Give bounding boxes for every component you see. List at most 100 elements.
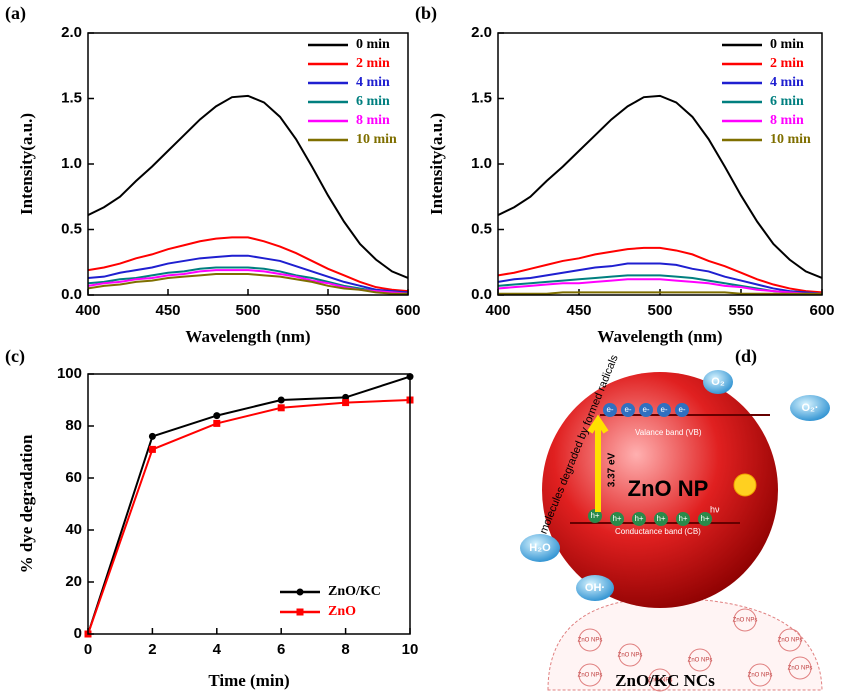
electron: e-	[606, 405, 613, 414]
np-label: ZnO NPs	[578, 638, 603, 644]
series-line	[88, 266, 408, 295]
y-tick-label: 40	[65, 521, 82, 538]
series-line	[88, 273, 408, 295]
legend-label: 10 min	[356, 132, 397, 147]
diagram: (d) ZnO NPs ZnO NPs ZnO NPs ZnO NPs ZnO …	[520, 346, 830, 692]
series-line	[88, 254, 408, 294]
x-tick-label: 10	[402, 641, 419, 658]
x-tick-label: 0	[84, 641, 92, 658]
series-line	[88, 399, 410, 634]
y-axis-label: Intensity(a.u.)	[427, 113, 446, 215]
electron: e-	[624, 405, 631, 414]
np-label: ZnO NPs	[578, 673, 603, 679]
x-tick-label: 4	[213, 641, 222, 658]
legend-label: 6 min	[770, 94, 804, 109]
np-circles: ZnO NPs ZnO NPs ZnO NPs ZnO NPs ZnO NPs …	[578, 608, 813, 692]
np-label: ZnO NPs	[618, 653, 643, 659]
legend-label: ZnO	[328, 604, 356, 619]
electron: e-	[660, 405, 667, 414]
valence-band: Valance band (VB)	[635, 428, 702, 437]
point	[277, 404, 285, 412]
conduction-band: Conductance band (CB)	[615, 527, 701, 536]
hole: h+	[590, 511, 599, 520]
np-label: ZnO NPs	[778, 638, 803, 644]
hole: h+	[700, 514, 709, 523]
x-tick-label: 500	[647, 302, 672, 319]
y-tick-label: 100	[57, 365, 82, 382]
series-line	[498, 262, 822, 295]
x-tick-label: 400	[75, 302, 100, 319]
electrons: e- e- e- e- e-	[603, 403, 689, 417]
np-label: ZnO NPs	[733, 618, 758, 624]
legend-label: 2 min	[356, 56, 390, 71]
point	[148, 432, 156, 440]
particle-label: ZnO NP	[628, 476, 709, 501]
x-tick-label: 8	[341, 641, 349, 658]
y-axis-label: % dye degradation	[17, 434, 36, 573]
y-tick-label: 20	[65, 573, 82, 590]
y-tick-label: 2.0	[471, 24, 492, 41]
x-tick-label: 450	[155, 302, 180, 319]
o2: O₂	[711, 376, 725, 388]
plot-frame	[87, 32, 409, 296]
plot-frame	[497, 32, 823, 296]
x-tick-label: 6	[277, 641, 285, 658]
band-gap: 3.37 eV	[607, 452, 618, 487]
oh-bubble	[576, 575, 614, 601]
electron: e-	[678, 405, 685, 414]
y-tick-label: 1.0	[61, 155, 82, 172]
legend-label: 0 min	[770, 37, 804, 52]
legend-marker	[296, 608, 304, 616]
x-tick-label: 550	[315, 302, 340, 319]
x-axis-label: Wavelength (nm)	[597, 327, 722, 346]
y-tick-label: 80	[65, 417, 82, 434]
holes: h+ h+ h+ h+ h+ h+	[588, 509, 712, 526]
y-axis-label: Intensity(a.u.)	[17, 113, 36, 215]
electron: e-	[642, 405, 649, 414]
legend-label: 0 min	[356, 37, 390, 52]
legend-label: 10 min	[770, 132, 811, 147]
hole: h+	[678, 514, 687, 523]
point	[148, 445, 156, 453]
x-tick-label: 2	[148, 641, 156, 658]
h2o: H₂O	[529, 542, 551, 554]
h2o-bubble	[520, 534, 560, 562]
hole: h+	[612, 514, 621, 523]
y-tick-label: 1.0	[471, 155, 492, 172]
series-line	[88, 94, 408, 279]
x-tick-label: 450	[566, 302, 591, 319]
x-tick-label: 600	[809, 302, 834, 319]
x-axis-label: Wavelength (nm)	[185, 327, 310, 346]
point	[342, 399, 350, 407]
series-line	[88, 375, 410, 634]
legend-label: 8 min	[356, 113, 390, 128]
y-tick-label: 0.0	[61, 286, 82, 303]
hole: h+	[656, 514, 665, 523]
legend-label: 8 min	[770, 113, 804, 128]
legend-label: 4 min	[356, 75, 390, 90]
np-label: ZnO NPs	[648, 678, 673, 684]
composite-dome	[547, 597, 823, 691]
legend-label: ZnO/KC	[328, 584, 381, 599]
sun	[733, 473, 757, 497]
o2-radical-bubble	[790, 395, 830, 421]
y-tick-label: 2.0	[61, 24, 82, 41]
gap-arrow	[587, 414, 609, 512]
np-label: ZnO NPs	[788, 666, 813, 672]
o2-radical: O₂·	[801, 402, 818, 414]
y-tick-label: 0.5	[471, 220, 492, 237]
x-tick-label: 400	[485, 302, 510, 319]
point	[213, 419, 221, 427]
oh-radical: OH·	[585, 582, 605, 594]
np-label: ZnO NPs	[688, 658, 713, 664]
panel-label: (a)	[5, 3, 26, 24]
legend-label: 2 min	[770, 56, 804, 71]
panel-label: (b)	[415, 3, 437, 24]
series-line	[498, 94, 822, 279]
y-tick-label: 60	[65, 469, 82, 486]
panel-label: (c)	[5, 346, 25, 367]
y-tick-label: 1.5	[471, 89, 492, 106]
y-tick-label: 0	[74, 625, 82, 642]
